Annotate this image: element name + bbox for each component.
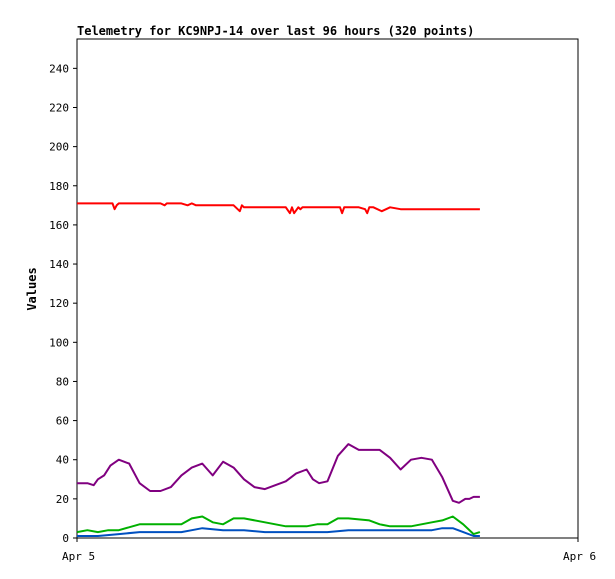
y-tick-label: 100 <box>49 336 69 349</box>
x-axis: Apr 5 Apr 6 <box>62 538 596 563</box>
y-tick-label: 40 <box>56 454 69 467</box>
chart-title: Telemetry for KC9NPJ-14 over last 96 hou… <box>77 24 474 38</box>
y-tick-label: 80 <box>56 375 69 388</box>
y-tick-label: 0 <box>62 532 69 545</box>
series-group <box>76 202 481 537</box>
y-tick-label: 220 <box>49 101 69 114</box>
y-tick-label: 200 <box>49 141 69 154</box>
series-line-2 <box>76 515 481 536</box>
x-tick-label: Apr 6 <box>563 550 596 563</box>
series-line-1 <box>77 443 480 504</box>
y-tick-label: 20 <box>56 493 69 506</box>
y-tick-label: 140 <box>49 258 69 271</box>
x-tick-label: Apr 5 <box>62 550 95 563</box>
y-tick-label: 180 <box>49 180 69 193</box>
y-axis-title: Values <box>25 267 39 310</box>
y-axis: 0 20 40 60 80 100 120 140 160 180 200 220 240 <box>49 62 77 545</box>
y-tick-label: 120 <box>49 297 69 310</box>
y-tick-label: 60 <box>56 415 69 428</box>
plot-frame <box>76 38 579 539</box>
series-line-3 <box>77 527 480 537</box>
series-line-0 <box>77 202 480 215</box>
y-tick-label: 240 <box>49 62 69 75</box>
y-tick-label: 160 <box>49 219 69 232</box>
